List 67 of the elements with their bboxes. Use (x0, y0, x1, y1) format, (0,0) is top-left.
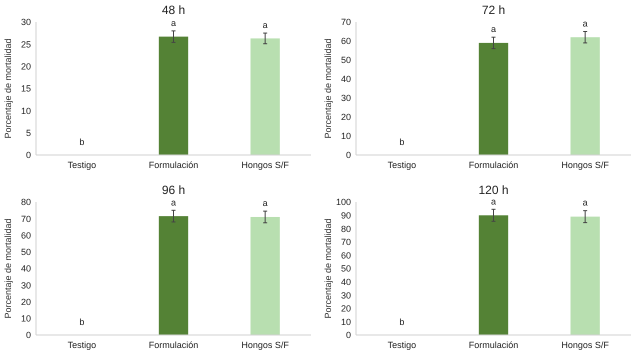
annotation: b (79, 317, 84, 327)
x-tick-label: Formulación (468, 160, 518, 170)
x-tick-label: Hongos S/F (241, 340, 290, 350)
y-tick-label: 20 (340, 304, 351, 314)
y-tick-label: 30 (20, 280, 31, 290)
y-tick-label: 10 (20, 106, 31, 116)
chart-title: 96 h (162, 183, 186, 197)
chart-title: 120 h (478, 183, 509, 197)
y-tick-label: 20 (20, 61, 31, 72)
y-tick-label: 60 (340, 36, 351, 46)
y-tick-label: 10 (20, 314, 31, 324)
y-tick-label: 0 (26, 150, 31, 160)
y-tick-label: 70 (20, 214, 31, 224)
y-tick-label: 0 (26, 330, 31, 340)
y-tick-label: 60 (20, 230, 31, 240)
annotation: a (262, 20, 268, 30)
annotation: b (399, 317, 404, 327)
y-tick-label: 0 (346, 150, 351, 160)
annotation: a (170, 197, 176, 208)
x-tick-label: Hongos S/F (561, 160, 610, 170)
y-tick-label: 40 (340, 74, 351, 84)
y-axis-title: Porcentaje de mortalidad (323, 38, 333, 139)
y-tick-label: 40 (340, 276, 351, 287)
annotation: b (399, 137, 404, 147)
annotation: a (490, 196, 496, 206)
y-axis-title: Porcentaje de mortalidad (3, 218, 13, 319)
y-tick-label: 10 (340, 316, 351, 327)
y-tick-label: 5 (26, 128, 31, 138)
annotation: a (582, 198, 588, 208)
x-tick-label: Testigo (68, 160, 96, 170)
y-axis-title: Porcentaje de mortalidad (3, 38, 13, 139)
x-tick-label: Formulación (148, 340, 198, 350)
y-axis-title: Porcentaje de mortalidad (323, 218, 333, 319)
y-tick-label: 50 (340, 55, 351, 66)
annotation: a (582, 18, 588, 28)
y-tick-label: 100 (336, 197, 351, 208)
y-tick-label: 80 (340, 224, 351, 234)
x-tick-label: Formulación (148, 160, 198, 170)
annotation: a (170, 18, 176, 28)
y-tick-label: 60 (340, 250, 351, 260)
y-tick-label: 20 (340, 112, 351, 122)
y-tick-label: 20 (20, 296, 31, 307)
y-tick-label: 70 (340, 237, 351, 248)
y-tick-label: 10 (340, 131, 351, 142)
y-tick-label: 50 (20, 247, 31, 258)
y-tick-label: 70 (340, 17, 351, 28)
y-tick-label: 25 (20, 39, 31, 50)
annotation: a (490, 24, 496, 34)
y-tick-label: 0 (346, 330, 351, 340)
y-tick-label: 50 (340, 264, 351, 274)
annotation: b (79, 137, 84, 147)
x-tick-label: Testigo (68, 340, 96, 350)
x-tick-label: Formulación (468, 340, 518, 350)
x-tick-label: Hongos S/F (561, 340, 610, 350)
annotation: a (262, 198, 268, 208)
x-tick-label: Testigo (388, 160, 416, 170)
y-tick-label: 40 (20, 264, 31, 274)
y-tick-label: 30 (20, 17, 31, 28)
y-tick-label: 30 (340, 93, 351, 104)
y-tick-label: 80 (20, 197, 31, 208)
chart-title: 72 h (482, 3, 506, 17)
y-tick-label: 30 (340, 290, 351, 300)
chart-title: 48 h (162, 3, 186, 17)
y-tick-label: 90 (340, 210, 351, 220)
y-tick-label: 15 (20, 84, 31, 94)
x-tick-label: Testigo (388, 340, 416, 350)
x-tick-label: Hongos S/F (241, 160, 290, 170)
